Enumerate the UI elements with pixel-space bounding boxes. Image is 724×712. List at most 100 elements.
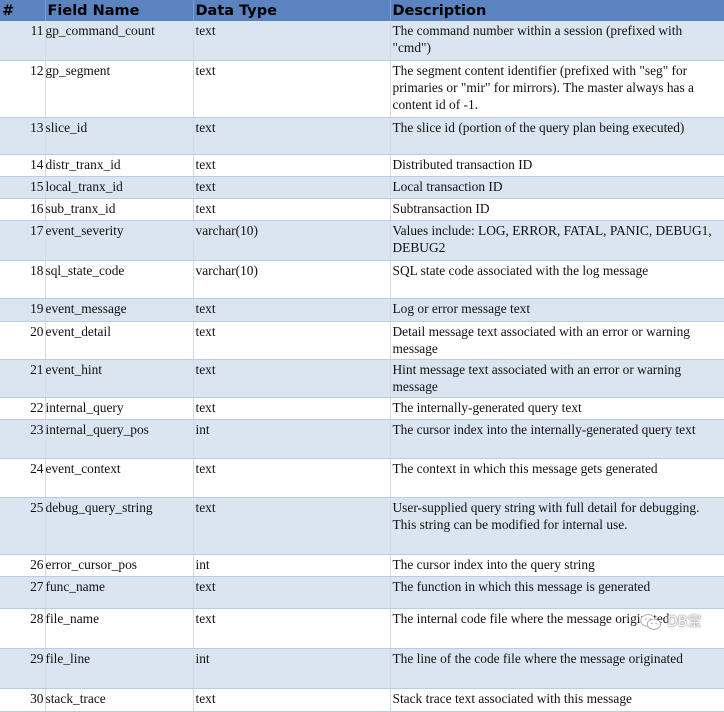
- table-row: 25 debug_query_string text User-supplied qu…: [0, 497, 724, 555]
- data-type: text: [193, 198, 391, 221]
- description: User-supplied query string with full det…: [390, 497, 724, 555]
- description: Hint message text associated with an err…: [390, 359, 724, 398]
- table-row: 23 internal_query_pos int The cursor index …: [0, 419, 724, 459]
- data-type: text: [193, 497, 391, 555]
- table-row: 11 gp_command_count text The command number…: [0, 21, 724, 61]
- row-number: 17: [0, 220, 46, 261]
- field-name: internal_query: [45, 397, 194, 420]
- data-type: varchar(10): [193, 260, 391, 299]
- description: Stack trace text associated with this me…: [390, 688, 724, 712]
- table-row: 18 sql_state_code varchar(10) SQL state cod…: [0, 260, 724, 299]
- table-row: 27 func_name text The function in which thi…: [0, 576, 724, 609]
- description: The command number within a session (pre…: [390, 21, 724, 61]
- table-row: 21 event_hint text Hint message text associ…: [0, 359, 724, 398]
- row-number: 13: [0, 117, 46, 155]
- field-name: internal_query_pos: [45, 419, 194, 459]
- row-number: 22: [0, 397, 46, 420]
- row-number: 30: [0, 688, 46, 712]
- header-row: # Field Name Data Type Description: [0, 0, 724, 21]
- row-number: 24: [0, 458, 46, 498]
- table-row: 29 file_line int The line of the code file …: [0, 648, 724, 689]
- table-row: 12 gp_segment text The segment content iden…: [0, 60, 724, 118]
- table-row: 26 error_cursor_pos int The cursor index in…: [0, 554, 724, 577]
- row-number: 12: [0, 60, 46, 118]
- table-row: 24 event_context text The context in which …: [0, 458, 724, 498]
- table-body: 11 gp_command_count text The command number…: [0, 21, 724, 712]
- row-number: 28: [0, 608, 46, 649]
- watermark-text: DB宝: [667, 614, 702, 630]
- row-number: 19: [0, 298, 46, 322]
- table-row: 17 event_severity varchar(10) Values includ…: [0, 220, 724, 261]
- field-name: gp_segment: [45, 60, 194, 118]
- row-number: 11: [0, 21, 46, 61]
- field-name: gp_command_count: [45, 21, 194, 61]
- row-number: 23: [0, 419, 46, 459]
- description: Detail message text associated with an e…: [390, 321, 724, 360]
- description: The cursor index into the internally-gen…: [390, 419, 724, 459]
- field-name: error_cursor_pos: [45, 554, 194, 577]
- header-description: Description: [390, 0, 724, 21]
- wechat-icon: [640, 614, 661, 630]
- field-name: local_tranx_id: [45, 176, 194, 199]
- header-field-name: Field Name: [45, 0, 194, 21]
- field-name: event_severity: [45, 220, 194, 261]
- description: The line of the code file where the mess…: [390, 648, 724, 689]
- description: The function in which this message is ge…: [390, 576, 724, 609]
- description: Local transaction ID: [390, 176, 724, 199]
- data-type: text: [193, 60, 391, 118]
- field-name: func_name: [45, 576, 194, 609]
- table-row: 28 file_name text The internal code file wh…: [0, 608, 724, 649]
- data-type: int: [193, 648, 391, 689]
- description: The internal code file where the message…: [390, 608, 724, 649]
- field-name: event_hint: [45, 359, 194, 398]
- row-number: 26: [0, 554, 46, 577]
- description: Subtransaction ID: [390, 198, 724, 221]
- field-name: event_context: [45, 458, 194, 498]
- field-name: distr_tranx_id: [45, 154, 194, 177]
- data-type: text: [193, 298, 391, 322]
- data-type: text: [193, 321, 391, 360]
- data-type: text: [193, 21, 391, 61]
- description: Log or error message text: [390, 298, 724, 322]
- data-type: text: [193, 576, 391, 609]
- description: The internally-generated query text: [390, 397, 724, 420]
- header-data-type: Data Type: [193, 0, 391, 21]
- table-row: 13 slice_id text The slice id (portion of t…: [0, 117, 724, 155]
- data-type: text: [193, 458, 391, 498]
- table-row: 15 local_tranx_id text Local transaction ID: [0, 176, 724, 199]
- table-row: 22 internal_query text The internally-gener…: [0, 397, 724, 420]
- description: Distributed transaction ID: [390, 154, 724, 177]
- field-name: sql_state_code: [45, 260, 194, 299]
- field-name: slice_id: [45, 117, 194, 155]
- data-type: text: [193, 176, 391, 199]
- description: The context in which this message gets g…: [390, 458, 724, 498]
- data-type: int: [193, 554, 391, 577]
- data-type: text: [193, 688, 391, 712]
- field-name: file_line: [45, 648, 194, 689]
- field-name: sub_tranx_id: [45, 198, 194, 221]
- row-number: 14: [0, 154, 46, 177]
- field-name: file_name: [45, 608, 194, 649]
- data-type: text: [193, 154, 391, 177]
- row-number: 21: [0, 359, 46, 398]
- field-name: event_detail: [45, 321, 194, 360]
- row-number: 29: [0, 648, 46, 689]
- table-row: 14 distr_tranx_id text Distributed transact…: [0, 154, 724, 177]
- table-row: 30 stack_trace text Stack trace text associ…: [0, 688, 724, 712]
- table-row: 20 event_detail text Detail message text as…: [0, 321, 724, 360]
- data-type: text: [193, 608, 391, 649]
- description: The cursor index into the query string: [390, 554, 724, 577]
- table-row: 16 sub_tranx_id text Subtransaction ID: [0, 198, 724, 221]
- row-number: 16: [0, 198, 46, 221]
- description: The slice id (portion of the query plan …: [390, 117, 724, 155]
- description: The segment content identifier (prefixed…: [390, 60, 724, 118]
- description: SQL state code associated with the log m…: [390, 260, 724, 299]
- data-type: text: [193, 397, 391, 420]
- field-name: stack_trace: [45, 688, 194, 712]
- watermark: DB宝: [640, 613, 701, 631]
- row-number: 27: [0, 576, 46, 609]
- data-type: int: [193, 419, 391, 459]
- field-name: event_message: [45, 298, 194, 322]
- table-row: 19 event_message text Log or error message …: [0, 298, 724, 322]
